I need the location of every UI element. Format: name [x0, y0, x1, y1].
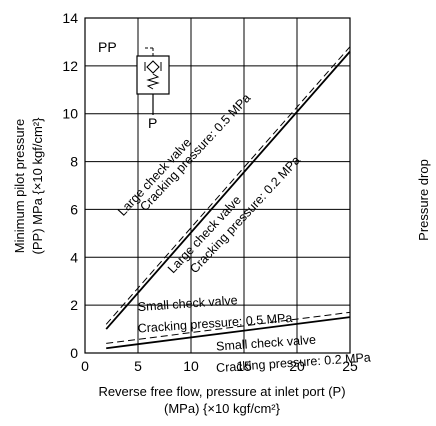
x-tick-label: 20 — [289, 358, 305, 374]
y-tick-label: 6 — [70, 201, 78, 217]
y-tick-label: 4 — [70, 249, 78, 265]
series-line-2 — [105, 46, 351, 325]
series-line-1 — [105, 50, 351, 330]
series-line-3 — [106, 316, 351, 350]
x-tick-labels: 0 5 10 15 20 25 — [81, 358, 358, 374]
x-axis-label-line1: Reverse free flow, pressure at inlet por… — [98, 384, 345, 399]
y-tick-label: 14 — [62, 10, 78, 26]
pilot-port-label: PP — [98, 39, 117, 55]
x-tick-label: 0 — [81, 358, 89, 374]
grid — [85, 18, 350, 353]
x-tick-label: 5 — [134, 358, 142, 374]
annotation-small05a: Small check valve — [137, 293, 238, 314]
y-tick-label: 8 — [70, 154, 78, 170]
series-line-4 — [106, 311, 351, 344]
annotation-small02a: Small check valve — [216, 333, 317, 354]
y-axis-label-line1: Minimum pilot pressure — [12, 119, 27, 253]
x-tick-label: 15 — [236, 358, 252, 374]
series-lines — [105, 46, 351, 350]
check-valve-symbol-icon — [136, 47, 170, 115]
y-axis-label-line2: (PP) MPa {×10 kgf/cm²} — [30, 117, 45, 255]
y-tick-label: 0 — [70, 345, 78, 361]
y-tick-label: 2 — [70, 297, 78, 313]
plot-frame — [84, 17, 351, 354]
x-axis-label-line2: (MPa) {×10 kgf/cm²} — [164, 401, 281, 416]
y-tick-labels: 0 2 4 6 8 10 12 14 — [62, 10, 78, 361]
pressure-drop-label: Pressure drop — [416, 159, 431, 241]
y-tick-label: 10 — [62, 106, 78, 122]
annotation-small05b: Cracking pressure: 0.5 MPa — [137, 311, 293, 336]
x-tick-label: 10 — [183, 358, 199, 374]
inlet-port-label: P — [148, 115, 157, 131]
x-tick-label: 25 — [342, 358, 358, 374]
y-tick-label: 12 — [62, 58, 78, 74]
